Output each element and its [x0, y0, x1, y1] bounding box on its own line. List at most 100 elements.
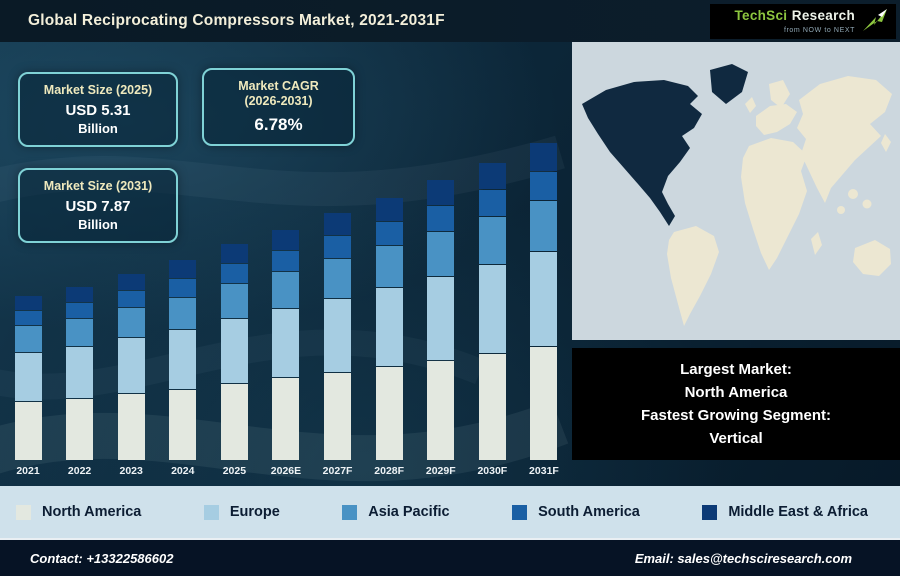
market-size-2031-label: Market Size (2031) [43, 179, 153, 193]
bar-segment-europe [117, 338, 145, 393]
bar-segment-middle-east-africa [169, 260, 197, 278]
market-cagr-sublabel: (2026-2031) [244, 94, 313, 108]
bar-segment-north-america [324, 373, 352, 460]
bar-segment-europe [530, 252, 558, 346]
bar-segment-middle-east-africa [117, 274, 145, 290]
bar-segment-south-america [169, 279, 197, 297]
legend-swatch-middle-east-africa [702, 504, 718, 520]
bar-segment-south-america [14, 311, 42, 325]
bar-column-2022: 2022 [60, 287, 100, 478]
logo-brand-primary: TechSci [734, 8, 788, 23]
bar-column-2023: 2023 [111, 274, 151, 478]
logo-text: TechSci Research from NOW to NEXT [734, 8, 855, 34]
bar-segment-north-america [272, 378, 300, 460]
bar-column-2021: 2021 [8, 296, 48, 478]
bar-segment-asia-pacific [272, 272, 300, 308]
map-region-uk [745, 97, 756, 113]
header-bar: Global Reciprocating Compressors Market,… [0, 0, 900, 42]
legend-label-europe: Europe [229, 504, 280, 520]
market-highlights-box: Largest Market: North America Fastest Gr… [572, 348, 900, 460]
x-axis-label-2025: 2025 [222, 465, 247, 477]
map-region-indonesia [862, 199, 872, 209]
bar-segment-europe [14, 353, 42, 401]
legend-item-middle-east-africa: Middle East & Africa [702, 504, 868, 520]
logo-brand-secondary: Research [791, 8, 855, 23]
bar-segment-asia-pacific [324, 259, 352, 298]
bar-stack-2029f [427, 180, 455, 460]
logo-arrow-icon [863, 9, 887, 31]
bar-segment-europe [66, 347, 94, 398]
legend-label-middle-east-africa: Middle East & Africa [728, 504, 868, 520]
bar-segment-south-america [117, 291, 145, 307]
market-cagr-box: Market CAGR (2026-2031) 6.78% [202, 68, 355, 146]
bar-segment-europe [375, 288, 403, 366]
map-region-madagascar [811, 232, 822, 255]
logo-tagline: from NOW to NEXT [783, 27, 855, 34]
bar-segment-middle-east-africa [375, 198, 403, 221]
market-cagr-value: 6.78% [254, 115, 303, 134]
legend-item-north-america: North America [16, 504, 141, 520]
legend-item-south-america: South America [512, 504, 640, 520]
bar-stack-2030f [478, 163, 506, 460]
bar-segment-south-america [324, 236, 352, 258]
bar-stack-2027f [324, 213, 352, 460]
bar-column-2031f: 2031F [524, 143, 564, 478]
bar-segment-asia-pacific [530, 201, 558, 251]
x-axis-label-2030f: 2030F [477, 465, 508, 477]
bar-stack-2023 [117, 274, 145, 460]
bar-segment-europe [272, 309, 300, 377]
map-region-south-america [667, 226, 719, 326]
legend-label-north-america: North America [42, 504, 142, 520]
stacked-bar-chart: 2021 2022 2023 2024 2025 2026E 2027F 2028F 2029F… [8, 143, 564, 478]
legend-label-south-america: South America [538, 504, 640, 520]
map-region-africa [741, 138, 807, 270]
x-axis-label-2022: 2022 [67, 465, 92, 477]
bar-column-2029f: 2029F [421, 180, 461, 478]
x-axis-label-2029f: 2029F [425, 465, 456, 477]
bar-stack-2021 [14, 296, 42, 460]
bar-segment-europe [220, 319, 248, 383]
bar-segment-asia-pacific [478, 217, 506, 264]
bar-segment-middle-east-africa [66, 287, 94, 302]
bar-segment-middle-east-africa [220, 244, 248, 263]
bar-segment-north-america [117, 394, 145, 460]
bar-segment-south-america [478, 190, 506, 216]
bar-segment-middle-east-africa [478, 163, 506, 189]
map-region-scandinavia [769, 80, 790, 108]
legend-swatch-europe [203, 504, 219, 520]
bar-segment-south-america [530, 172, 558, 200]
bar-segment-south-america [375, 222, 403, 245]
market-size-2025-value: USD 5.31 [65, 102, 131, 119]
bar-stack-2026e [272, 230, 300, 460]
bar-segment-asia-pacific [117, 308, 145, 337]
bar-segment-south-america [66, 303, 94, 318]
bar-segment-north-america [530, 347, 558, 460]
bar-segment-europe [427, 277, 455, 360]
bar-column-2025: 2025 [214, 244, 254, 478]
map-region-japan [881, 134, 891, 152]
market-size-2031-box: Market Size (2031) USD 7.87 Billion [18, 168, 178, 243]
bar-stack-2022 [66, 287, 94, 460]
bar-segment-europe [324, 299, 352, 372]
bar-stack-2031f [530, 143, 558, 460]
market-size-2025-box: Market Size (2025) USD 5.31 Billion [18, 72, 178, 147]
bar-segment-middle-east-africa [530, 143, 558, 171]
bar-column-2028f: 2028F [369, 198, 409, 478]
bar-column-2026e: 2026E [266, 230, 306, 478]
x-axis-label-2023: 2023 [119, 465, 143, 477]
legend-label-asia-pacific: Asia Pacific [368, 504, 450, 520]
x-axis-label-2028f: 2028F [374, 465, 405, 477]
map-region-borneo [837, 206, 845, 214]
main-area: 2021 2022 2023 2024 2025 2026E 2027F 2028F 2029F… [0, 42, 900, 486]
bar-stack-2025 [220, 244, 248, 460]
contact-info: Contact: +13322586602 [30, 550, 174, 566]
legend-item-asia-pacific: Asia Pacific [342, 504, 450, 520]
bar-segment-middle-east-africa [272, 230, 300, 250]
bar-segment-middle-east-africa [427, 180, 455, 205]
largest-market-value: North America [684, 384, 788, 401]
bar-segment-europe [478, 265, 506, 353]
world-map [572, 42, 900, 340]
techsci-logo: TechSci Research from NOW to NEXT [710, 3, 896, 39]
bar-segment-north-america [220, 384, 248, 460]
market-size-2025-label: Market Size (2025) [43, 83, 153, 97]
